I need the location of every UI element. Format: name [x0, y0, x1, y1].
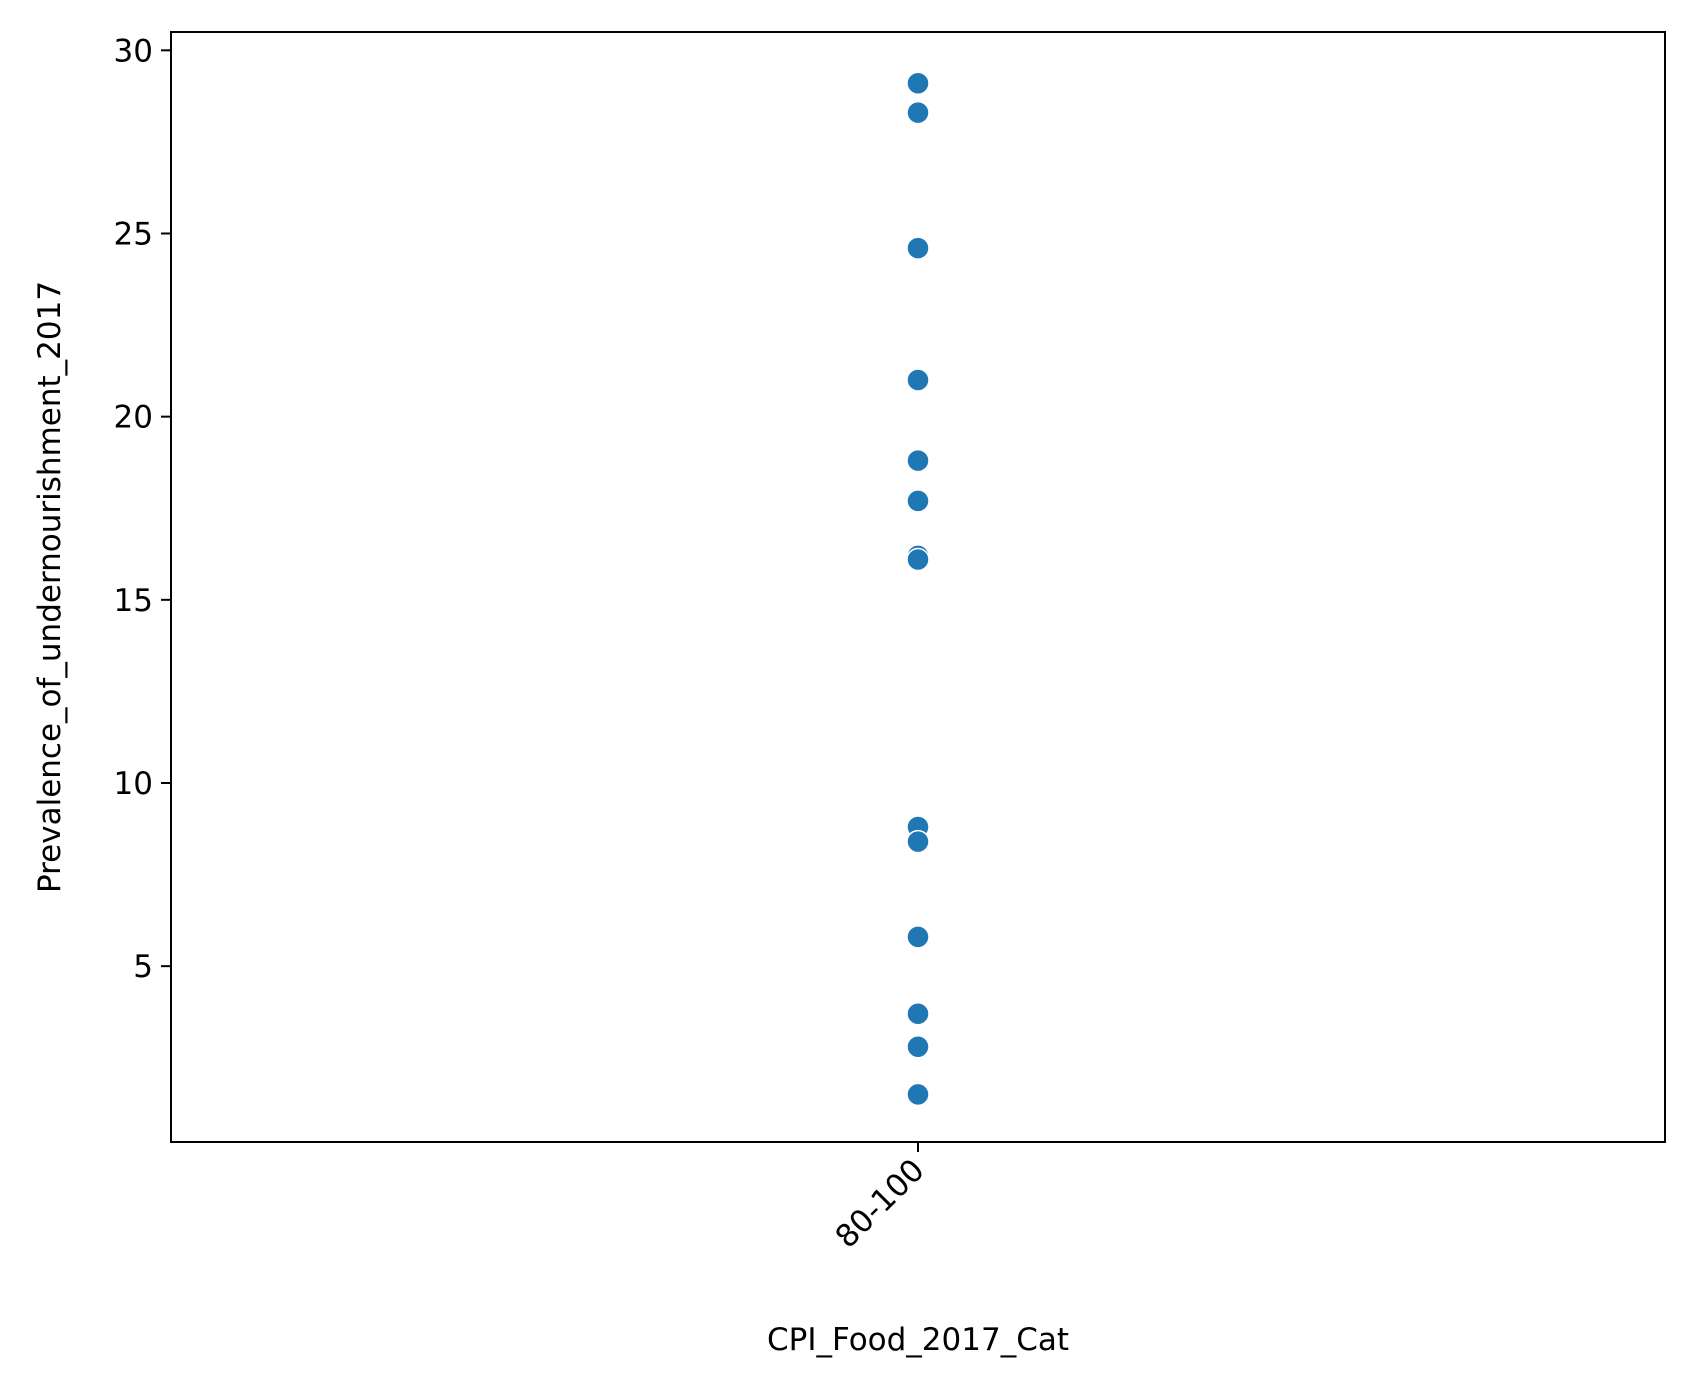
- scatter-point: [906, 925, 930, 949]
- scatter-point: [906, 100, 930, 125]
- scatter-point: [906, 1002, 930, 1026]
- y-axis-ticks: 5 10 15 20 25 30: [114, 33, 171, 985]
- y-axis-label: Prevalence_of_undernourishment_2017: [32, 281, 68, 893]
- scatter-point: [906, 829, 930, 854]
- scatter-point: [906, 489, 930, 513]
- scatter-point: [906, 1082, 930, 1107]
- x-axis-ticks: 80-100: [829, 1142, 932, 1255]
- scatter-point: [906, 448, 930, 473]
- y-tick-label: 25: [114, 216, 153, 252]
- data-points: [906, 71, 930, 1107]
- scatter-point: [906, 236, 930, 260]
- y-tick-label: 10: [114, 766, 153, 802]
- scatter-point: [906, 71, 930, 96]
- scatter-point: [906, 547, 930, 572]
- y-tick-label: 5: [133, 949, 153, 985]
- scatter-point: [906, 368, 930, 392]
- y-tick-label: 20: [114, 400, 153, 436]
- x-axis-label: CPI_Food_2017_Cat: [767, 1322, 1069, 1358]
- plot-area-frame: [170, 31, 1666, 1143]
- y-tick-label: 15: [114, 583, 153, 619]
- y-tick-label: 30: [114, 33, 153, 69]
- x-tick-label: 80-100: [829, 1152, 932, 1255]
- scatter-point: [906, 1035, 930, 1059]
